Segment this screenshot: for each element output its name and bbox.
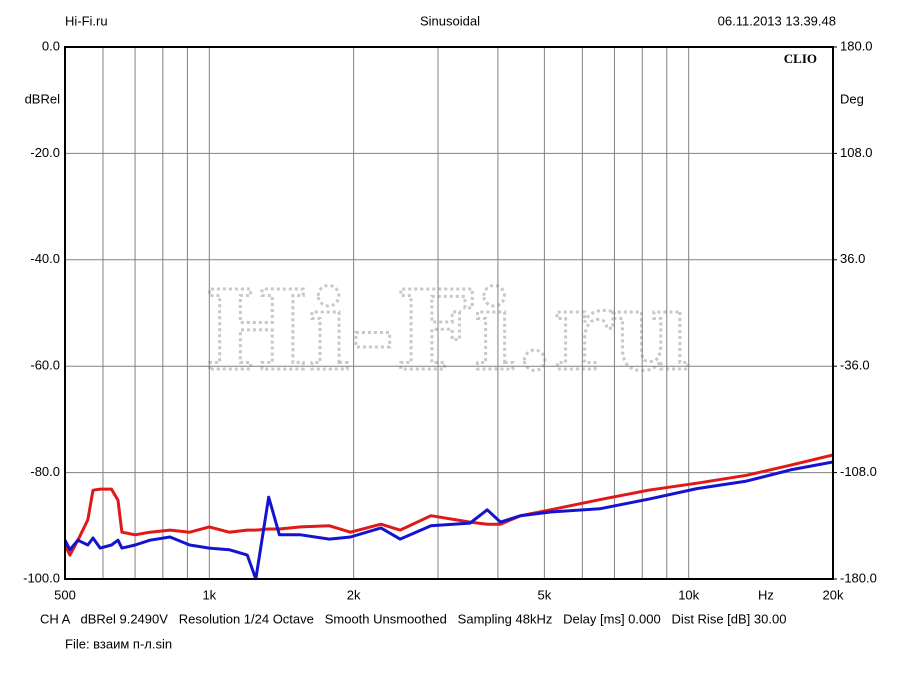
x-tick-label: 5k	[538, 587, 552, 602]
data-line	[65, 460, 833, 579]
footer: CH A dBRel 9.2490V Resolution 1/24 Octav…	[40, 611, 786, 626]
y-tick-label: -60.0	[30, 358, 60, 373]
brand: CLIO	[784, 51, 817, 66]
y-tick-label: -40.0	[30, 251, 60, 266]
y-tick-label: 0.0	[42, 38, 60, 53]
y2-tick-label: -36.0	[840, 358, 870, 373]
y2-tick-label: 108.0	[840, 145, 873, 160]
y2-tick-label: -180.0	[840, 570, 877, 585]
x-tick-label: 20k	[823, 587, 844, 602]
x-tick-label: 500	[54, 587, 76, 602]
plot-frame	[64, 46, 834, 580]
y2-tick-label: -108.0	[840, 464, 877, 479]
y2-tick-label: 180.0	[840, 38, 873, 53]
x-tick-label: 1k	[202, 587, 216, 602]
watermark: Hi-Fi.ru	[204, 266, 691, 395]
header-left: Hi-Fi.ru	[65, 13, 108, 28]
data-line	[65, 453, 833, 557]
y2-axis-label: Deg	[840, 91, 864, 106]
x-unit: Hz	[758, 587, 774, 602]
header-right: 06.11.2013 13.39.48	[718, 13, 836, 28]
y2-tick-label: 36.0	[840, 251, 865, 266]
y-tick-label: -80.0	[30, 464, 60, 479]
x-tick-label: 2k	[347, 587, 361, 602]
y-axis-label: dBRel	[25, 91, 61, 106]
y-tick-label: -20.0	[30, 145, 60, 160]
y-tick-label: -100.0	[23, 570, 60, 585]
file-name: File: взаим п-л.sin	[65, 636, 172, 651]
chart-title: Sinusoidal	[420, 13, 480, 28]
x-tick-label: 10k	[678, 587, 699, 602]
